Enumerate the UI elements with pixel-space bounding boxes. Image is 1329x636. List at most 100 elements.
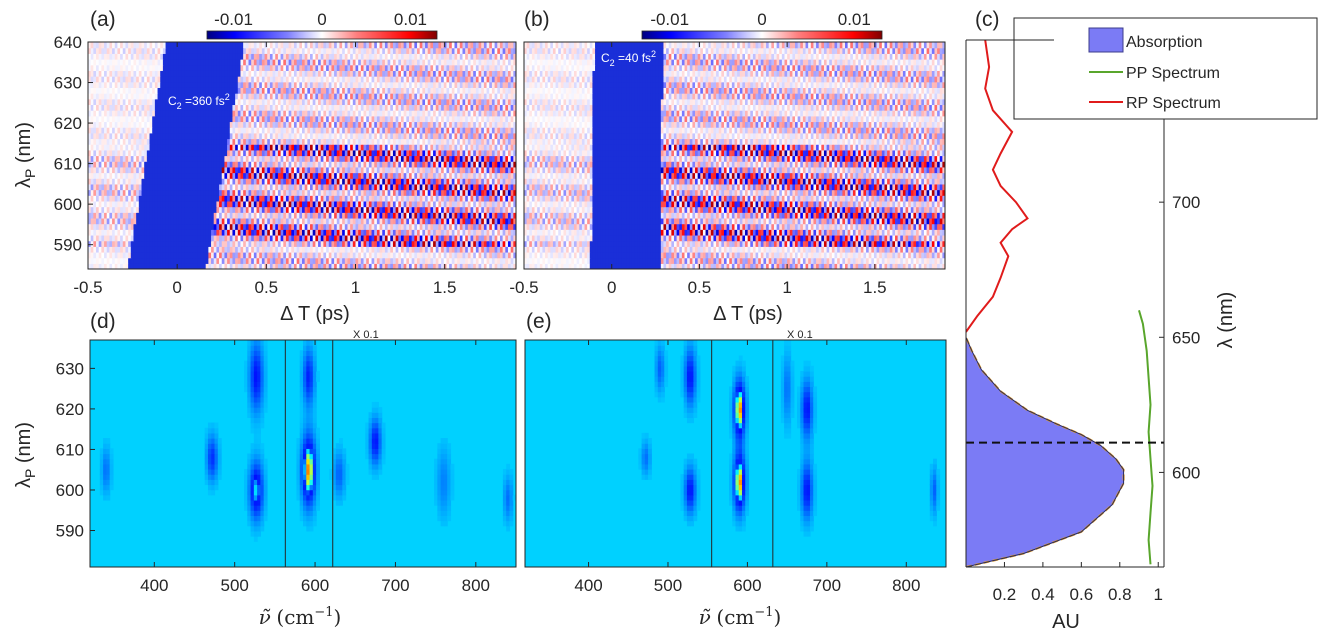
heatmap-cell bbox=[165, 87, 169, 94]
heatmap-cell bbox=[106, 155, 110, 162]
heatmap-cell bbox=[425, 98, 429, 106]
heatmap-cell bbox=[157, 212, 161, 219]
heatmap-cell bbox=[390, 195, 394, 202]
heatmap-cell bbox=[475, 240, 480, 247]
heatmap-cell bbox=[441, 93, 445, 100]
heatmap-cell bbox=[344, 178, 349, 185]
heatmap-cell bbox=[462, 263, 466, 269]
heatmap-cell bbox=[427, 144, 431, 151]
heatmap-cell bbox=[181, 104, 185, 111]
heatmap-cell bbox=[457, 110, 461, 117]
heatmap-cell bbox=[96, 229, 100, 236]
heatmap-cell bbox=[117, 178, 121, 185]
heatmap-cell bbox=[475, 251, 480, 259]
heatmap-cell bbox=[146, 132, 151, 140]
heatmap-cell bbox=[211, 121, 215, 128]
heatmap-cell bbox=[497, 115, 501, 123]
heatmap-cell bbox=[240, 121, 244, 128]
heatmap-cell bbox=[141, 234, 145, 242]
heatmap-cell bbox=[98, 223, 102, 230]
heatmap-cell bbox=[237, 132, 242, 140]
heatmap-cell bbox=[208, 240, 212, 247]
heatmap-cell bbox=[240, 138, 244, 145]
heatmap-cell bbox=[336, 217, 341, 225]
heatmap-cell bbox=[189, 127, 193, 134]
heatmap-cell bbox=[203, 183, 207, 191]
heatmap-cell bbox=[101, 223, 105, 230]
heatmap-cell bbox=[272, 115, 276, 123]
heatmap-cell bbox=[157, 257, 161, 264]
heatmap-cell bbox=[280, 98, 284, 106]
heatmap-cell bbox=[104, 98, 108, 106]
heatmap-cell bbox=[438, 195, 442, 202]
heatmap-cell bbox=[398, 195, 402, 202]
heatmap-cell bbox=[291, 155, 295, 162]
heatmap-cell bbox=[283, 149, 287, 157]
heatmap-cell bbox=[114, 161, 119, 168]
heatmap-cell bbox=[363, 246, 367, 253]
heatmap-cell bbox=[261, 257, 266, 264]
heatmap-cell bbox=[435, 93, 440, 100]
heatmap-cell bbox=[181, 98, 185, 106]
heatmap-cell bbox=[232, 138, 236, 145]
heatmap-cell bbox=[326, 155, 330, 162]
heatmap-cell bbox=[93, 223, 97, 230]
heatmap-cell bbox=[433, 263, 437, 269]
heatmap-cell bbox=[384, 138, 389, 145]
heatmap-cell bbox=[88, 263, 92, 269]
heatmap-cell bbox=[459, 144, 464, 151]
heatmap-cell bbox=[379, 251, 383, 259]
heatmap-cell bbox=[176, 223, 180, 230]
heatmap-cell bbox=[178, 178, 183, 185]
heatmap-cell bbox=[189, 200, 193, 208]
heatmap-cell bbox=[368, 138, 373, 145]
heatmap-cell bbox=[157, 104, 161, 111]
heatmap-cell bbox=[318, 132, 322, 140]
heatmap-cell bbox=[259, 246, 263, 253]
heatmap-cell bbox=[339, 263, 343, 269]
heatmap-cell bbox=[425, 93, 429, 100]
heatmap-cell bbox=[189, 189, 193, 196]
heatmap-cell bbox=[462, 217, 466, 225]
heatmap-cell bbox=[93, 98, 97, 106]
heatmap-cell bbox=[390, 183, 394, 191]
heatmap-cell bbox=[376, 132, 381, 140]
heatmap-cell bbox=[154, 240, 159, 247]
heatmap-cell bbox=[422, 183, 426, 191]
heatmap-cell bbox=[291, 234, 295, 242]
heatmap-cell bbox=[430, 127, 434, 134]
heatmap-cell bbox=[326, 246, 330, 253]
heatmap-cell bbox=[368, 212, 373, 219]
heatmap-cell bbox=[157, 149, 161, 157]
heatmap-cell bbox=[486, 172, 490, 179]
heatmap-cell bbox=[216, 104, 220, 111]
heatmap-cell bbox=[109, 132, 113, 140]
heatmap-cell bbox=[441, 263, 445, 269]
heatmap-cell bbox=[331, 110, 335, 117]
heatmap-cell bbox=[435, 110, 440, 117]
heatmap-cell bbox=[443, 183, 448, 191]
heatmap-cell bbox=[470, 149, 474, 157]
heatmap-cell bbox=[264, 229, 268, 236]
heatmap-cell bbox=[409, 104, 413, 111]
heatmap-cell bbox=[489, 229, 493, 236]
heatmap-cell bbox=[505, 144, 509, 151]
heatmap-cell bbox=[184, 93, 188, 100]
heatmap-cell bbox=[489, 144, 493, 151]
heatmap-cell bbox=[154, 138, 159, 145]
heatmap-cell bbox=[261, 229, 266, 236]
colorbar-tick-label: 0.01 bbox=[394, 10, 427, 29]
heatmap-cell bbox=[465, 212, 469, 219]
heatmap-cell bbox=[331, 200, 335, 208]
heatmap-cell bbox=[470, 166, 474, 174]
heatmap-cell bbox=[425, 161, 429, 168]
heatmap-cell bbox=[205, 178, 209, 185]
heatmap-cell bbox=[318, 127, 322, 134]
heatmap-cell bbox=[414, 189, 418, 196]
heatmap-cell bbox=[235, 229, 239, 236]
heatmap-cell bbox=[510, 104, 514, 111]
heatmap-cell bbox=[387, 166, 391, 174]
heatmap-cell bbox=[310, 155, 314, 162]
heatmap-cell bbox=[291, 172, 295, 179]
heatmap-cell bbox=[184, 246, 188, 253]
